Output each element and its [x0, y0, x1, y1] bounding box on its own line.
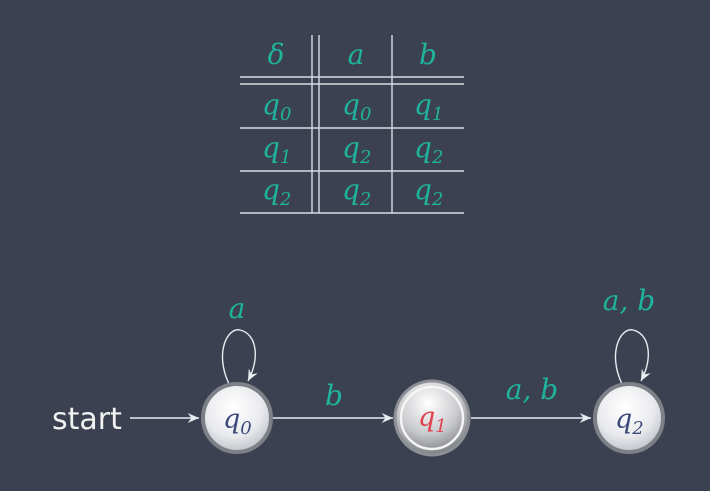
- edge-q1-q2-label: a, b: [506, 373, 558, 406]
- table-header-a: a: [348, 38, 365, 71]
- table-row-2-a: q2: [342, 173, 371, 210]
- table-row-1-state: q1: [262, 131, 291, 168]
- state-q0-label: q0: [223, 404, 252, 439]
- table-row-0-state: q0: [262, 88, 291, 125]
- table-row-2-state: q2: [262, 173, 291, 210]
- loop-q2: [614, 329, 651, 385]
- loop-q0: [221, 329, 258, 385]
- state-q1-accepting: q1: [393, 379, 471, 457]
- state-q1-label: q1: [418, 402, 447, 437]
- table-header-delta: δ: [268, 38, 285, 71]
- state-q2-label: q2: [615, 404, 644, 439]
- loop-q0-label: a: [229, 292, 246, 325]
- table-row-1-a: q2: [342, 131, 371, 168]
- table-row-1-b: q2: [414, 131, 443, 168]
- state-q0: q0: [201, 382, 273, 454]
- loop-q2-label: a, b: [603, 284, 655, 317]
- table-row-0-a: q0: [342, 88, 371, 125]
- edge-q0-q1-label: b: [325, 379, 343, 412]
- transition-table: δ a b q0 q0 q1 q1 q2 q2 q2 q2 q2: [240, 35, 464, 214]
- state-q2: q2: [593, 382, 665, 454]
- table-row-2-b: q2: [414, 173, 443, 210]
- start-label: start: [52, 402, 122, 437]
- table-header-b: b: [419, 38, 437, 71]
- automaton-diagram: start a a, b b a, b q0 q1 q2: [52, 284, 665, 457]
- table-row-0-b: q1: [414, 88, 443, 125]
